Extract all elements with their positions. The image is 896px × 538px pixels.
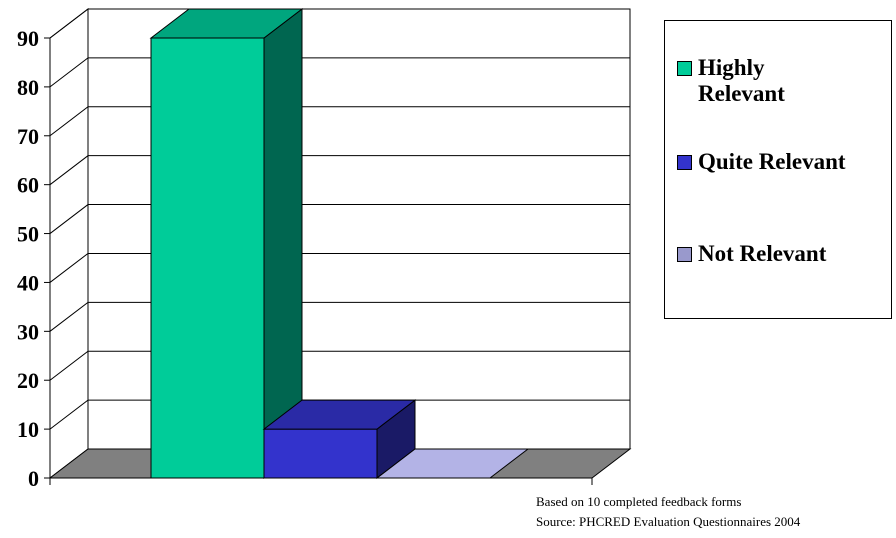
- gridlines: [49, 8, 630, 430]
- bar-top: [149, 8, 304, 39]
- legend-label-not-relevant: Not Relevant: [698, 241, 827, 266]
- gridline: [49, 301, 630, 332]
- y-tick-label: 70: [17, 124, 39, 149]
- side-wall: [49, 7, 89, 480]
- legend-item-quite-relevant: Quite Relevant: [677, 149, 846, 175]
- legend-label-line: Highly: [698, 55, 765, 80]
- bar-front: [263, 428, 378, 479]
- y-tick-label: 40: [17, 270, 39, 295]
- note-sample-size: Based on 10 completed feedback forms: [536, 494, 742, 509]
- legend: Highly Relevant Quite Relevant Not Relev…: [664, 20, 892, 319]
- legend-swatch-not-relevant: [677, 247, 692, 262]
- legend-swatch-quite-relevant: [677, 155, 692, 170]
- bar-highly-relevant: [149, 7, 304, 480]
- legend-item-not-relevant: Not Relevant: [677, 241, 826, 267]
- legend-item-highly-relevant: Highly Relevant: [677, 55, 785, 107]
- bar-front: [150, 37, 265, 479]
- bar-quite-relevant: [262, 399, 417, 480]
- gridline: [49, 252, 630, 283]
- bar-top: [262, 399, 417, 430]
- legend-label-quite-relevant: Quite Relevant: [698, 149, 846, 174]
- gridline: [49, 204, 630, 234]
- y-tick-label: 0: [28, 466, 39, 491]
- legend-swatch-highly-relevant: [677, 61, 692, 76]
- note-source: Source: PHCRED Evaluation Questionnaires…: [536, 514, 801, 529]
- gridline: [49, 106, 630, 137]
- y-tick-label: 90: [17, 26, 39, 51]
- gridline: [49, 8, 630, 39]
- gridline: [49, 350, 630, 381]
- y-tick-label: 30: [17, 319, 39, 344]
- y-tick-label: 50: [17, 222, 39, 247]
- legend-label-line: Relevant: [698, 81, 785, 106]
- y-tick-label: 20: [17, 368, 39, 393]
- gridline: [49, 57, 630, 88]
- legend-label-highly-relevant: Highly Relevant: [698, 55, 785, 107]
- bar-chart: 0 10 20 30 40 50 60 70 80 90: [17, 7, 632, 491]
- gridline: [49, 399, 630, 430]
- y-tick-label: 80: [17, 75, 39, 100]
- y-tick-label: 60: [17, 173, 39, 198]
- gridline: [49, 155, 630, 186]
- y-tick-label: 10: [17, 417, 39, 442]
- y-axis: 0 10 20 30 40 50 60 70 80 90: [17, 26, 593, 491]
